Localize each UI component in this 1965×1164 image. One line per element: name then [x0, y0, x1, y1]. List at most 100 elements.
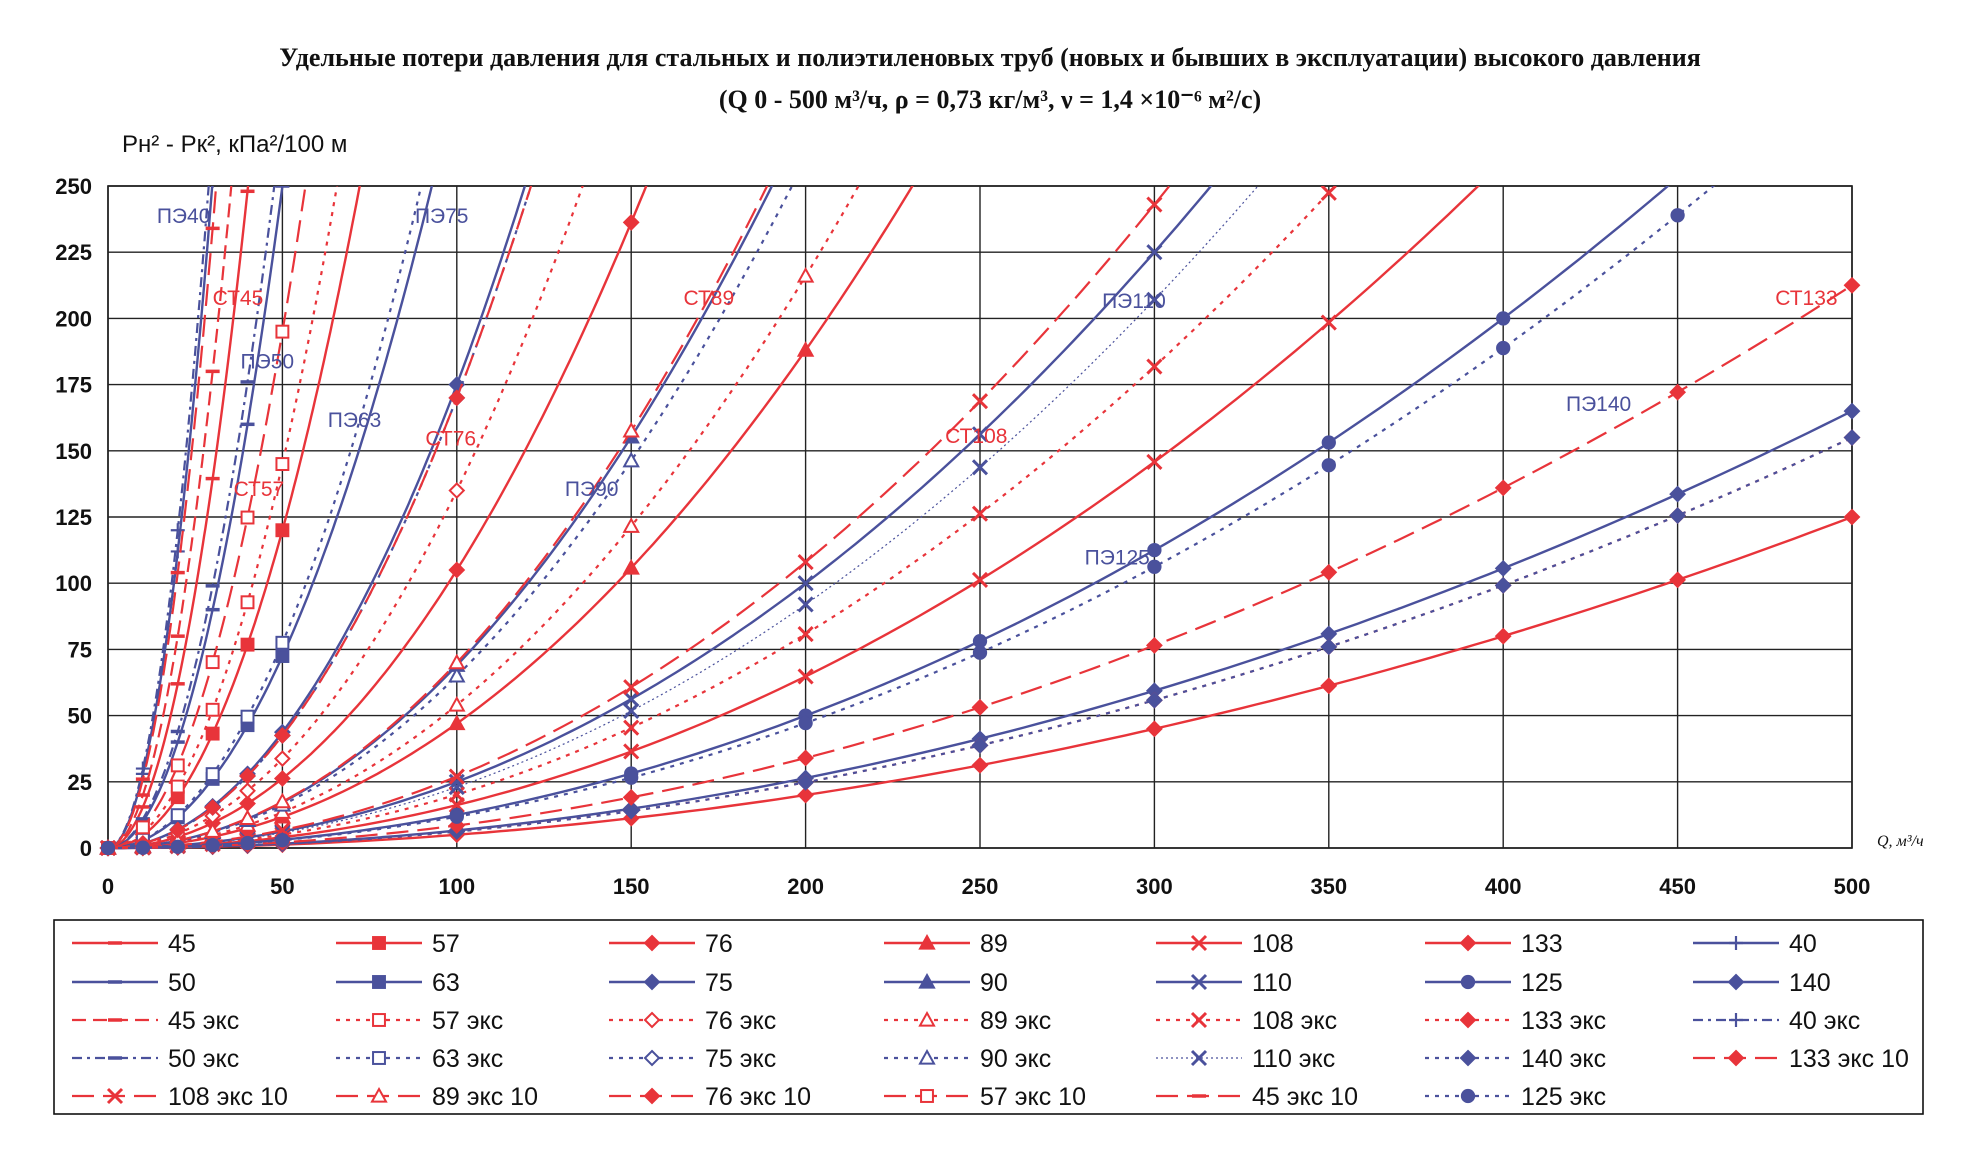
marker-square: [372, 936, 386, 950]
marker-square: [240, 510, 255, 525]
marker-diamond: [239, 782, 256, 800]
marker-circle: [1496, 340, 1511, 356]
series-line: [108, 186, 648, 850]
legend-item: 108 экс 10: [72, 1083, 288, 1111]
legend-item: 108 экс: [1156, 1007, 1337, 1035]
legend-item: 57: [336, 930, 460, 958]
marker-diamond: [1843, 429, 1861, 446]
marker-circle: [1496, 311, 1511, 326]
marker-x: [971, 426, 989, 443]
marker-square: [275, 324, 290, 339]
x-tick-label: 400: [1485, 874, 1522, 899]
grid: [107, 185, 1853, 849]
marker-square: [372, 1051, 386, 1065]
legend-label: 45 экс 10: [1252, 1083, 1358, 1111]
legend-label: 63 экс: [432, 1045, 503, 1073]
marker-triangle: [448, 666, 466, 683]
series-line: [108, 436, 1853, 850]
marker-circle: [1147, 542, 1162, 558]
legend-item: 57 экс 10: [884, 1083, 1086, 1111]
y-tick-label: 0: [80, 836, 92, 861]
marker-circle: [240, 835, 255, 851]
marker-triangle: [918, 1048, 936, 1065]
marker-diamond: [448, 389, 466, 407]
marker-x: [1146, 291, 1163, 308]
marker-square: [275, 523, 290, 538]
legend-label: 57 экс: [432, 1007, 503, 1035]
series-line: [108, 186, 361, 850]
marker-diamond: [1494, 479, 1512, 497]
legend-item: 140 экс: [1425, 1045, 1606, 1073]
marker-diamond: [643, 1049, 661, 1067]
marker-circle: [1460, 1088, 1476, 1104]
legend-item: 89: [884, 930, 1008, 958]
marker-diamond: [971, 756, 989, 774]
x-tick-label: 250: [962, 874, 999, 899]
marker-diamond: [1145, 720, 1163, 738]
curve-label: СТ133: [1775, 287, 1837, 310]
marker-x: [1146, 358, 1163, 375]
y-tick-label: 50: [68, 704, 92, 729]
marker-triangle: [273, 792, 292, 809]
marker-circle: [972, 645, 988, 660]
legend-item: 110 экс: [1156, 1045, 1335, 1073]
marker-x: [623, 743, 640, 760]
marker-diamond: [1459, 934, 1477, 952]
marker-diamond: [1669, 507, 1687, 524]
marker-square: [372, 1013, 386, 1027]
legend-label: 89 экс: [980, 1007, 1051, 1035]
marker-x: [1190, 934, 1208, 952]
marker-x: [797, 553, 814, 571]
legend-label: 133: [1521, 930, 1563, 958]
marker-square: [240, 709, 255, 724]
legend-label: 133 экс: [1521, 1007, 1606, 1035]
legend-label: 140: [1789, 969, 1831, 997]
series-line: [108, 186, 769, 850]
marker-square: [275, 457, 290, 471]
marker-diamond: [169, 821, 187, 839]
marker-diamond: [273, 750, 291, 768]
legend-item: 50: [72, 969, 196, 997]
series-line: [108, 186, 210, 850]
legend-item: 75: [609, 969, 733, 997]
marker-circle: [205, 838, 220, 853]
marker-square: [205, 655, 220, 670]
marker-x: [797, 575, 814, 592]
marker-x: [797, 625, 814, 643]
marker-triangle: [370, 1086, 388, 1103]
marker-x: [1146, 196, 1163, 213]
marker-plus: [1729, 936, 1743, 950]
series-line: [108, 186, 774, 850]
legend-label: 76 экс 10: [705, 1083, 811, 1111]
series-line: [108, 186, 1337, 850]
legend-label: 89 экс 10: [432, 1083, 538, 1111]
marker-diamond: [1494, 627, 1512, 645]
marker-square: [372, 975, 386, 989]
series-line: [108, 186, 339, 850]
marker-circle: [798, 715, 813, 731]
legend-label: 40: [1789, 930, 1817, 958]
legend-label: 50: [168, 969, 196, 997]
legend-item: 63 экс: [336, 1045, 503, 1073]
legend-item: 76 экс 10: [609, 1083, 811, 1111]
y-tick-label: 125: [55, 505, 92, 530]
marker-x: [623, 719, 640, 736]
marker-x: [797, 668, 814, 685]
chart-title-line1: Удельные потери давления для стальных и …: [279, 43, 1701, 72]
series-line: [108, 186, 1171, 850]
legend-label: 90: [980, 969, 1008, 997]
marker-diamond: [1320, 638, 1338, 656]
marker-diamond: [643, 1011, 661, 1029]
marker-diamond: [1320, 677, 1338, 695]
marker-x: [1146, 453, 1163, 470]
marker-square: [170, 808, 185, 823]
marker-diamond: [622, 802, 640, 820]
marker-diamond: [1145, 691, 1163, 709]
x-tick-label: 200: [787, 874, 824, 899]
legend-label: 40 экс: [1789, 1007, 1860, 1035]
legend-item: 57 экс: [336, 1007, 503, 1035]
marker-square: [205, 726, 220, 741]
marker-diamond: [1843, 508, 1861, 526]
marker-square: [240, 637, 255, 652]
legend-item: 75 экс: [609, 1045, 776, 1073]
